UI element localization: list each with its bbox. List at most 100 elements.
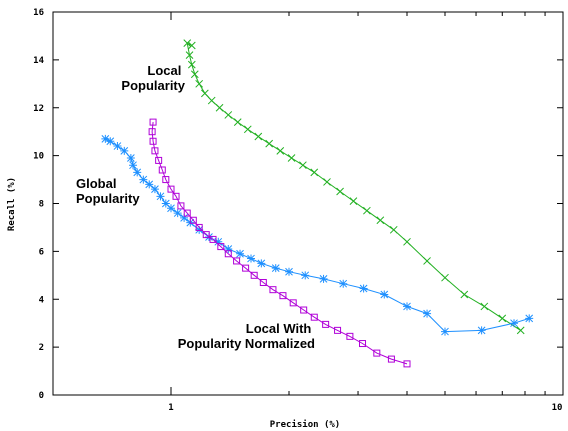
series-normalized-point <box>403 360 411 368</box>
y-axis-title: Recall (%) <box>7 177 17 231</box>
series-normalized-point <box>322 320 330 328</box>
series-global-point <box>236 249 245 258</box>
series-normalized-point <box>269 286 277 294</box>
series-normalized-point <box>162 176 170 184</box>
series-normalized-point <box>148 128 156 136</box>
series-global-point <box>525 314 534 323</box>
series-local-point <box>516 326 525 335</box>
series-normalized-point <box>149 118 157 126</box>
series-global-point <box>271 264 280 273</box>
series-local-point <box>276 146 285 155</box>
y-tick-label: 12 <box>33 104 44 114</box>
annotation-global-line-2: Popularity <box>76 191 140 206</box>
series-local-line <box>186 42 521 331</box>
series-global-point <box>224 244 233 253</box>
y-tick-label: 4 <box>39 295 45 305</box>
series-global-point <box>139 175 148 184</box>
series-normalized-point <box>279 292 287 300</box>
series-local-point <box>185 51 194 59</box>
series-global-point <box>156 192 165 201</box>
series-global-point <box>129 161 138 170</box>
annotation-global-line-1: Global <box>76 176 116 191</box>
series-normalized-point <box>250 271 258 279</box>
series-normalized-point <box>346 332 354 340</box>
series-normalized-point <box>183 209 191 217</box>
series-local-point <box>215 103 224 112</box>
y-tick-label: 16 <box>33 8 44 18</box>
series-local-point <box>224 111 233 119</box>
series-local-point <box>363 206 371 215</box>
series-local-point <box>403 237 411 246</box>
series-local-point <box>287 154 296 162</box>
series-local-point <box>265 139 274 148</box>
series-global-point <box>145 180 154 189</box>
series-normalized-point <box>217 243 225 251</box>
series-local-point <box>207 96 216 105</box>
series-normalized-point <box>209 235 217 243</box>
series-global-point <box>195 225 204 234</box>
series-global-line <box>105 138 530 333</box>
series-local-point <box>389 225 398 234</box>
annotation-local-line-1: Local <box>147 63 181 78</box>
series-layer <box>101 39 534 368</box>
series-global-point <box>161 199 170 208</box>
annotation-local-line-2: Popularity <box>121 78 185 93</box>
series-global-point <box>106 137 115 146</box>
annotation-global-popularity: Global Popularity <box>76 176 140 206</box>
series-global-point <box>403 302 412 311</box>
series-global-point <box>339 279 348 288</box>
series-local-point <box>423 257 431 265</box>
annotation-local-popularity: Local Popularity <box>121 63 185 93</box>
series-global <box>101 134 534 336</box>
series-global-point <box>301 271 310 280</box>
series-global-point <box>133 168 142 177</box>
series-local-point <box>243 125 252 134</box>
series-local-point <box>349 197 358 205</box>
series-local-point <box>323 178 331 186</box>
series-normalized-point <box>195 223 203 231</box>
series-normalized-point <box>359 340 367 348</box>
x-tick-label: 10 <box>552 403 563 413</box>
series-local-point <box>233 118 242 126</box>
series-global-point <box>247 254 256 263</box>
series-global-point <box>440 327 449 336</box>
series-local <box>183 39 525 335</box>
x-tick-label: 1 <box>168 403 173 413</box>
y-tick-label: 10 <box>33 152 44 162</box>
series-local-point <box>201 89 209 98</box>
series-global-point <box>477 326 486 335</box>
annotation-normalized-line-1: Local With <box>246 321 312 336</box>
series-normalized-point <box>300 306 308 314</box>
series-global-point <box>380 290 389 299</box>
series-global-point <box>126 154 135 163</box>
y-tick-label: 0 <box>39 391 44 401</box>
series-normalized-point <box>334 326 342 334</box>
series-normalized <box>148 118 411 368</box>
series-normalized-point <box>158 166 166 174</box>
series-normalized-point <box>242 264 250 272</box>
series-local-point <box>254 132 263 141</box>
series-normalized-point <box>189 216 197 224</box>
series-global-point <box>180 213 189 222</box>
series-global-point <box>173 209 182 218</box>
series-normalized-point <box>224 250 232 258</box>
series-global-point <box>113 142 122 151</box>
series-normalized-point <box>167 185 175 193</box>
series-local-point <box>183 39 192 47</box>
y-tick-label: 8 <box>39 200 44 210</box>
series-normalized-point <box>310 313 318 321</box>
series-normalized-point <box>289 299 297 307</box>
series-normalized-point <box>387 355 395 363</box>
y-tick-label: 2 <box>39 343 44 353</box>
series-global-point <box>120 146 129 155</box>
ticks-layer: 0 2 4 6 8 10 12 14 16 1 10 <box>33 8 564 413</box>
series-normalized-point <box>233 257 241 265</box>
series-global-point <box>423 309 432 318</box>
series-local-point <box>310 168 319 177</box>
series-global-point <box>257 259 266 268</box>
y-tick-label: 14 <box>33 56 44 66</box>
series-local-point <box>187 60 196 69</box>
series-normalized-point <box>202 231 210 239</box>
series-normalized-point <box>259 278 267 286</box>
series-global-point <box>167 204 176 213</box>
